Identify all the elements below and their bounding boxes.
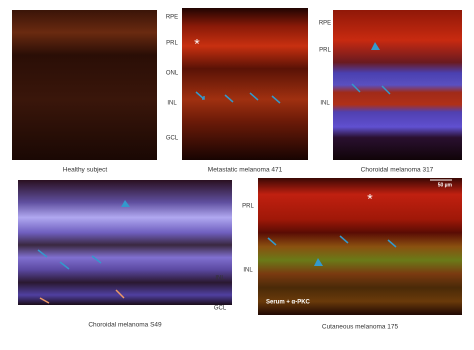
layer-label: INL	[320, 101, 330, 107]
micrograph	[18, 180, 232, 305]
caption: Metastatic melanoma 471	[208, 167, 283, 174]
caption: Choroidal melanoma 317	[361, 167, 434, 174]
micrograph	[258, 178, 462, 315]
micrograph	[333, 10, 462, 160]
micrograph	[12, 10, 157, 160]
asterisk: *	[367, 191, 373, 207]
scale-bar-label: 50 µm	[438, 182, 453, 188]
layer-label: GCL	[166, 136, 179, 142]
caption: Healthy subject	[63, 167, 108, 174]
layer-label: RPE	[166, 15, 178, 21]
caption: Choroidal melanoma S49	[88, 322, 162, 329]
layer-label: INL	[167, 101, 177, 107]
layer-label: ONL	[166, 71, 179, 77]
layer-label: INL	[243, 268, 253, 274]
micrograph	[182, 8, 308, 160]
layer-label: RPE	[319, 21, 331, 27]
layer-label: PRL	[166, 41, 178, 47]
layer-label: PRL	[242, 204, 254, 210]
asterisk: *	[194, 36, 200, 52]
caption: Cutaneous melanoma 175	[322, 324, 399, 331]
arrows	[37, 42, 452, 304]
layer-label: GCL	[214, 306, 227, 312]
stain-label: Serum + α-PKC	[266, 300, 311, 306]
layer-label: PRL	[319, 48, 331, 54]
layer-label: INL	[215, 276, 225, 282]
